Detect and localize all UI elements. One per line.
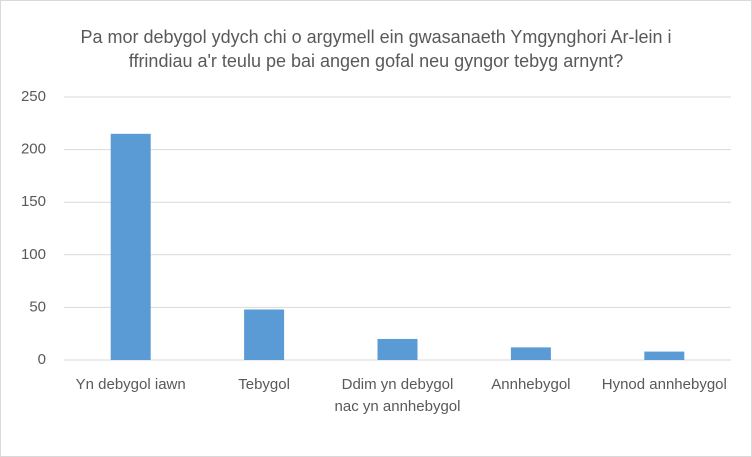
x-tick-label: Tebygol xyxy=(238,376,290,393)
y-tick-label: 0 xyxy=(38,351,46,368)
bar xyxy=(244,309,285,360)
x-tick-label: Annhebygol xyxy=(491,376,571,393)
bar xyxy=(110,133,151,360)
y-tick-label: 50 xyxy=(29,298,46,315)
y-tick-label: 200 xyxy=(21,141,46,158)
y-tick-label: 100 xyxy=(21,246,46,263)
bar xyxy=(644,351,685,360)
bar xyxy=(377,338,418,360)
x-tick-label: Ddim yn debygol nac yn annhebygol xyxy=(334,376,461,415)
x-tick-label: Yn debygol iawn xyxy=(75,376,186,393)
y-tick-label: 150 xyxy=(21,193,46,210)
chart-title: Pa mor debygol ydych chi o argymell ein … xyxy=(80,27,672,71)
y-tick-label: 250 xyxy=(21,88,46,105)
bar xyxy=(510,347,551,360)
x-tick-label: Hynod annhebygol xyxy=(601,376,727,393)
